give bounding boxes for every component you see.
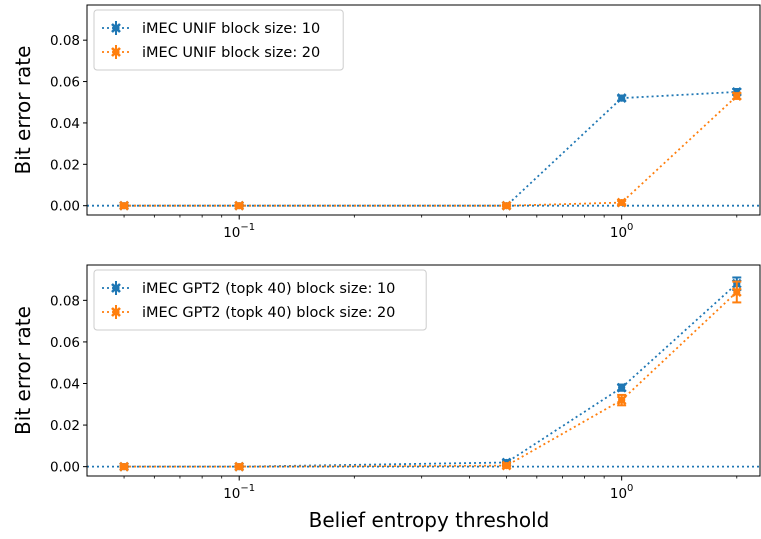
x-tick-label: 10−1: [223, 222, 255, 241]
y-tick-label: 0.08: [50, 293, 80, 309]
legend-box: [93, 269, 427, 331]
series-line-2: [124, 291, 738, 468]
legend-marker: [112, 24, 120, 32]
legend-marker: [112, 48, 120, 56]
x-tick-label: 100: [610, 483, 634, 502]
data-point: [235, 463, 243, 471]
data-point: [235, 202, 243, 210]
plot-frame: [86, 264, 761, 477]
y-tick-label: 0.04: [50, 376, 80, 392]
series-line-2: [124, 95, 738, 207]
legend-marker: [112, 308, 120, 316]
data-point: [618, 384, 626, 392]
y-axis-label: Bit error rate: [11, 46, 35, 175]
chart-panel-1: 0.00 0.02 0.04 0.06 0.08 10−1 100 Bit error rat…: [11, 4, 761, 241]
y-tick-label: 0.00: [50, 460, 80, 476]
x-tick-label: 10−1: [223, 483, 255, 502]
y-tick-label: 0.02: [50, 418, 80, 434]
legend: iMEC UNIF block size: 10 iMEC UNIF block …: [93, 9, 344, 71]
legend-label: iMEC UNIF block size: 20: [142, 45, 320, 61]
data-point: [733, 288, 741, 296]
x-axis-label: Belief entropy threshold: [309, 508, 550, 532]
chart-panel-2: 0.00 0.02 0.04 0.06 0.08 10−1 100 Bit error rat…: [11, 264, 761, 502]
data-point: [120, 202, 128, 210]
data-point: [120, 463, 128, 471]
data-point: [618, 396, 626, 404]
legend-label: iMEC UNIF block size: 10: [142, 21, 320, 37]
series-line-1: [124, 91, 737, 207]
y-tick-label: 0.06: [50, 335, 80, 351]
y-tick-label: 0.08: [50, 33, 80, 49]
y-tick-label: 0.02: [50, 157, 80, 173]
y-tick-label: 0.06: [50, 75, 80, 91]
legend-label: iMEC GPT2 (topk 40) block size: 20: [142, 305, 395, 321]
legend: iMEC GPT2 (topk 40) block size: 10 iMEC G…: [93, 269, 427, 331]
y-tick-label: 0.04: [50, 116, 80, 132]
y-tick-label: 0.00: [50, 199, 80, 215]
y-axis-label: Bit error rate: [11, 306, 35, 435]
data-point: [618, 94, 626, 102]
data-point: [502, 462, 511, 470]
data-point: [618, 198, 626, 207]
data-point: [733, 92, 741, 100]
plot-frame: [86, 4, 761, 216]
legend-box: [93, 9, 344, 71]
legend-marker: [112, 284, 120, 292]
data-point: [502, 202, 511, 210]
legend-label: iMEC GPT2 (topk 40) block size: 10: [142, 281, 395, 297]
x-tick-label: 100: [610, 222, 634, 241]
